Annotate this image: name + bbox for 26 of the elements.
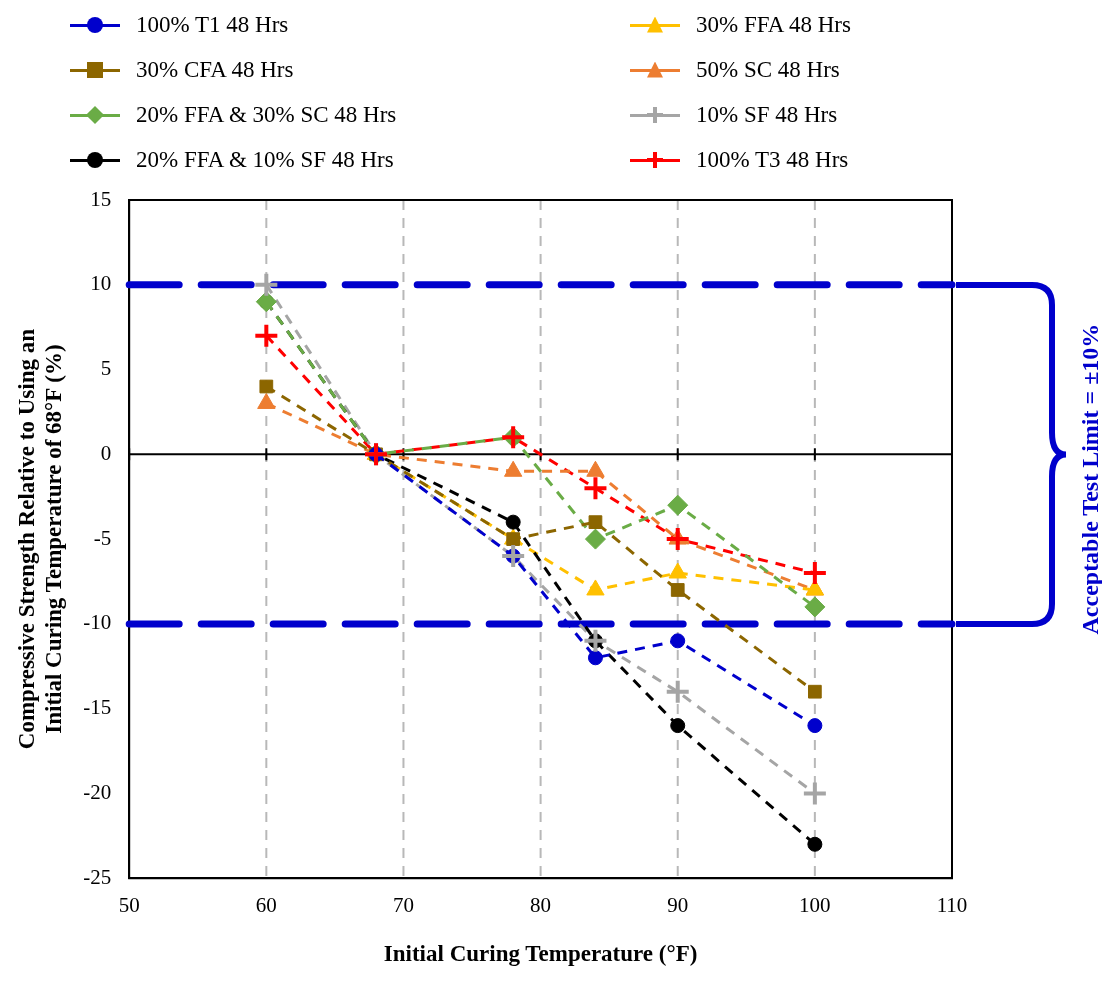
y-axis-title: Compressive Strength Relative to Using an Initial Curing Temperature of 68°F (%) (13, 328, 67, 750)
x-tick-label: 100 (799, 893, 831, 918)
y-tick-label: 15 (90, 186, 112, 211)
legend-label: 50% SC 48 Hrs (696, 56, 840, 83)
y-tick-label: -10 (83, 610, 112, 635)
legend-label: 100% T1 48 Hrs (136, 11, 289, 38)
y-tick-label: -15 (83, 695, 112, 720)
y-tick-label: -20 (83, 779, 112, 804)
y-tick-label: -25 (83, 864, 112, 889)
legend-label: 20% FFA & 30% SC 48 Hrs (136, 101, 397, 128)
x-axis-title: Initial Curing Temperature (°F) (383, 941, 698, 967)
y-tick-label: -5 (93, 525, 112, 550)
legend-label: 30% FFA 48 Hrs (696, 11, 851, 38)
legend-label: 100% T3 48 Hrs (696, 146, 849, 173)
x-tick-label: 80 (530, 893, 552, 918)
x-tick-label: 50 (118, 893, 140, 918)
legend-label: 30% CFA 48 Hrs (136, 56, 294, 83)
y-tick-label: 10 (90, 271, 112, 296)
legend-label: 10% SF 48 Hrs (696, 101, 838, 128)
x-tick-label: 70 (392, 893, 414, 918)
x-tick-label: 110 (936, 893, 968, 918)
y-tick-label: 5 (100, 356, 112, 381)
x-tick-label: 60 (255, 893, 277, 918)
legend-label: 20% FFA & 10% SF 48 Hrs (136, 146, 394, 173)
y-tick-label: 0 (100, 440, 112, 465)
x-tick-label: 90 (667, 893, 689, 918)
